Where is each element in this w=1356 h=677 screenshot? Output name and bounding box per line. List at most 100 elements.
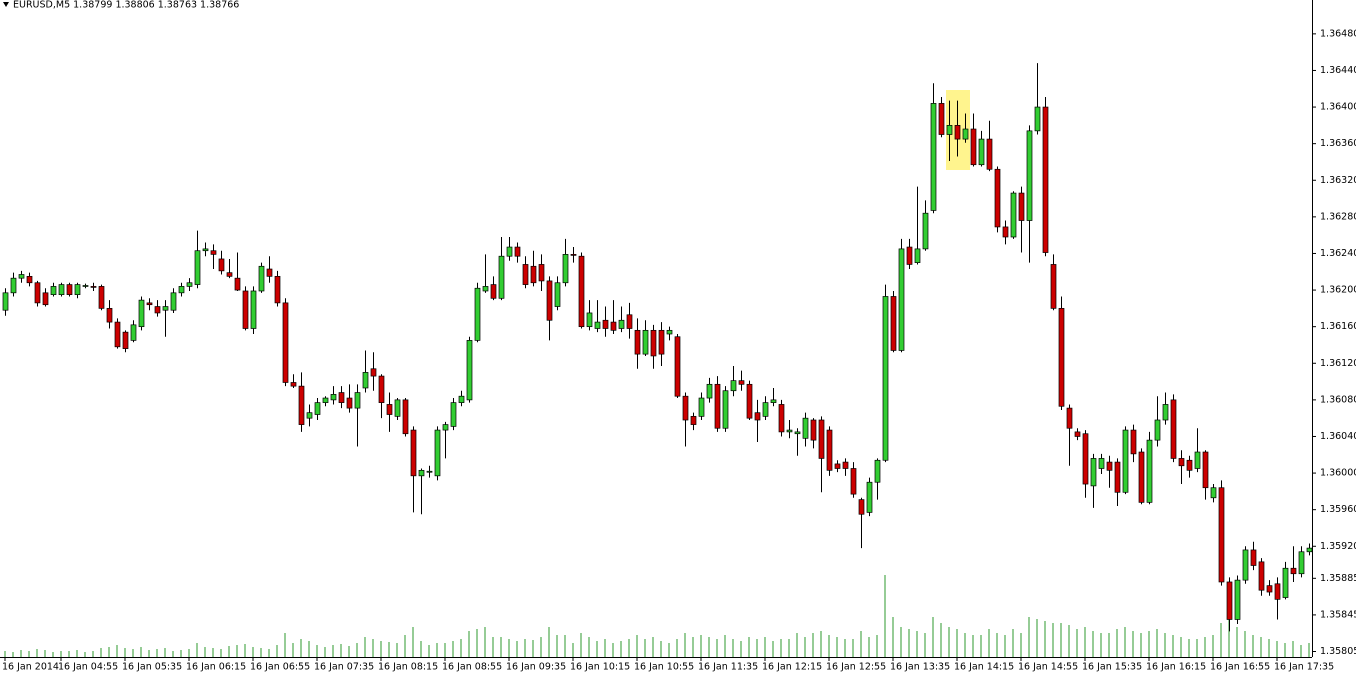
candle-body [818, 419, 825, 459]
x-tick-label: 16 Jan 05:35 [122, 662, 182, 673]
y-tick-label: 1.36080 [1320, 394, 1356, 405]
candle-body [754, 412, 761, 421]
candle-body [1122, 429, 1129, 493]
candle-body [554, 282, 561, 307]
candle-body [1242, 549, 1249, 581]
y-tick-label: 1.36120 [1320, 358, 1356, 369]
candle-body [858, 499, 865, 515]
candle-body [474, 287, 481, 341]
candle-body [1274, 583, 1281, 600]
candle-body [1098, 458, 1105, 469]
candle-body [402, 399, 409, 435]
candle-body [258, 265, 265, 292]
candle-body [482, 286, 489, 292]
candle-body [546, 280, 553, 321]
x-tick-label: 16 Jan 13:35 [890, 662, 950, 673]
candle-body [194, 250, 201, 285]
candle-body [866, 481, 873, 513]
candle-body [1202, 451, 1209, 489]
candle-body [922, 212, 929, 250]
candle-body [834, 463, 841, 469]
x-tick-label: 16 Jan 08:15 [378, 662, 438, 673]
candle-body [458, 395, 465, 403]
candle-body [1234, 579, 1241, 620]
candle-body [706, 383, 713, 399]
candle-body [650, 329, 657, 357]
candle-body [58, 284, 65, 295]
candle-body [1074, 431, 1081, 437]
candle-body [1282, 567, 1289, 598]
candle-body [538, 264, 545, 282]
candle-body [114, 321, 121, 348]
candle-body [370, 368, 377, 377]
x-tick-label: 16 Jan 16:55 [1210, 662, 1270, 673]
candle-body [1290, 567, 1297, 575]
candle-body [1106, 461, 1113, 471]
y-tick-label: 1.35845 [1320, 609, 1356, 620]
candle-body [946, 125, 953, 135]
candle-body [746, 383, 753, 419]
candle-body [962, 128, 969, 140]
y-tick-label: 1.36400 [1320, 102, 1356, 113]
x-tick-label: 16 Jan 10:15 [570, 662, 630, 673]
candle-body [1226, 581, 1233, 620]
candle-body [1186, 459, 1193, 471]
candle-body [994, 168, 1001, 228]
x-tick-label: 16 Jan 10:55 [634, 662, 694, 673]
candle-body [810, 419, 817, 441]
candle-body [434, 429, 441, 477]
candle-body [954, 125, 961, 140]
candle-body [602, 319, 609, 329]
menu-triangle[interactable] [3, 2, 9, 7]
candle-body [938, 103, 945, 135]
x-tick-label: 16 Jan 14:55 [1018, 662, 1078, 673]
candle-body [714, 383, 721, 429]
x-tick-label: 16 Jan 09:35 [506, 662, 566, 673]
candle-body [18, 274, 25, 279]
x-tick-label: 16 Jan 06:15 [186, 662, 246, 673]
candle-body [522, 264, 529, 285]
candle-body [50, 286, 57, 295]
candle-body [394, 399, 401, 417]
candle-body [1146, 439, 1153, 503]
candle-body [106, 308, 113, 323]
candle-body [906, 246, 913, 265]
candle-body [562, 254, 569, 284]
chart-title: EURUSD,M5 1.38799 1.38806 1.38763 1.3876… [13, 0, 239, 11]
candle-body [234, 277, 241, 291]
candle-body [1250, 549, 1257, 566]
x-tick-label: 16 Jan 11:35 [698, 662, 758, 673]
candle-body [930, 103, 937, 211]
candle-body [770, 399, 777, 403]
y-tick-label: 1.36280 [1320, 211, 1356, 222]
candle-body [90, 286, 97, 288]
candle-body [298, 385, 305, 425]
candle-body [498, 255, 505, 299]
candle-body [290, 382, 297, 387]
candle-body [34, 282, 41, 304]
candle-body [762, 402, 769, 417]
x-tick-label: 16 Jan 07:35 [314, 662, 374, 673]
candle-body [674, 336, 681, 397]
y-tick-label: 1.35885 [1320, 573, 1356, 584]
candle-body [1170, 399, 1177, 459]
candle-body [1058, 308, 1065, 407]
candle-body [154, 306, 161, 314]
candle-body [306, 412, 313, 419]
x-tick-label: 16 Jan 15:35 [1082, 662, 1142, 673]
candle-body [882, 296, 889, 461]
x-tick-label: 16 Jan 2014 [2, 662, 59, 673]
x-tick-label: 16 Jan 08:55 [442, 662, 502, 673]
candle-body [1050, 264, 1057, 309]
candle-body [978, 138, 985, 166]
candle-body [98, 286, 105, 309]
candle-body [1210, 487, 1217, 499]
y-tick-label: 1.35920 [1320, 541, 1356, 552]
candle-body [1082, 433, 1089, 485]
candle-body [322, 397, 329, 403]
y-tick-label: 1.35960 [1320, 504, 1356, 515]
candle-body [186, 282, 193, 287]
candle-body [338, 392, 345, 403]
candle-body [618, 319, 625, 329]
